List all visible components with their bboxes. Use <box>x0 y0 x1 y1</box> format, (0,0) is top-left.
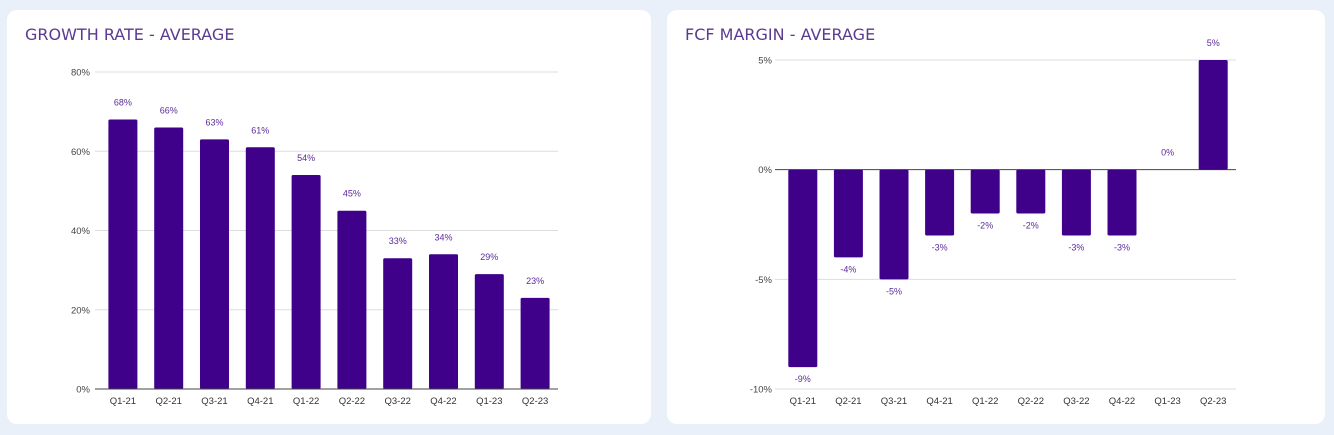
y-tick-label: -10% <box>750 385 773 396</box>
bar-q4-22 <box>429 254 458 389</box>
growth-rate-title: GROWTH RATE - AVERAGE <box>25 25 235 44</box>
data-label: 63% <box>205 117 223 127</box>
x-tick-label: Q4-22 <box>1109 396 1135 407</box>
y-tick-label: 0% <box>758 165 772 176</box>
data-label: 45% <box>343 189 361 199</box>
data-label: 23% <box>526 276 544 286</box>
data-label: 54% <box>297 153 315 163</box>
fcf-margin-title: FCF MARGIN - AVERAGE <box>685 25 876 44</box>
data-label: -3% <box>1068 242 1084 252</box>
data-label: 29% <box>480 252 498 262</box>
data-label: 0% <box>1161 148 1174 158</box>
data-label: -4% <box>840 264 856 274</box>
y-tick-label: -5% <box>755 275 772 286</box>
bar-q3-22 <box>1061 169 1091 236</box>
x-tick-label: Q4-21 <box>247 396 273 407</box>
y-tick-label: 5% <box>758 56 772 67</box>
x-tick-label: Q3-21 <box>201 396 227 407</box>
x-tick-label: Q1-22 <box>972 396 998 407</box>
data-label: 33% <box>389 236 407 246</box>
bar-q4-22 <box>1107 169 1137 236</box>
bar-q3-22 <box>383 258 413 389</box>
x-tick-label: Q3-21 <box>881 396 907 407</box>
x-tick-label: Q1-23 <box>476 396 502 407</box>
x-tick-label: Q3-22 <box>1063 396 1089 407</box>
bar-q2-22 <box>1016 169 1046 214</box>
bar-q3-21 <box>200 139 229 389</box>
bar-q2-23 <box>520 297 550 389</box>
x-tick-label: Q2-21 <box>835 396 861 407</box>
bar-q2-22 <box>337 210 367 389</box>
fcf-margin-card: FCF MARGIN - AVERAGE -10% -5% 0% 5% -9% Q1-21… <box>667 10 1325 424</box>
x-tick-label: Q2-22 <box>1018 396 1044 407</box>
x-tick-label: Q2-22 <box>339 396 365 407</box>
y-tick-label: 0% <box>76 385 90 396</box>
growth-rate-card: GROWTH RATE - AVERAGE 0% 20% 40% 60% 80% 68% Q… <box>7 10 651 424</box>
x-tick-label: Q1-22 <box>293 396 319 407</box>
bar-q2-21 <box>154 127 184 389</box>
data-label: -3% <box>932 242 948 252</box>
fcf-margin-chart: -10% -5% 0% 5% -9% Q1-21 -4% Q2-21 -5% Q3-21 -3% Q4… <box>750 38 1236 407</box>
y-tick-label: 60% <box>71 147 91 158</box>
bar-q2-21 <box>833 169 863 258</box>
y-tick-label: 80% <box>71 68 91 79</box>
bar-q1-22 <box>970 169 1000 214</box>
x-tick-label: Q4-21 <box>926 396 952 407</box>
x-tick-label: Q1-21 <box>110 396 136 407</box>
data-label: 34% <box>434 232 452 242</box>
bar-q1-23 <box>474 274 504 389</box>
bar-q2-23 <box>1198 60 1228 170</box>
bar-q1-21 <box>788 169 818 368</box>
bar-q1-22 <box>291 175 321 389</box>
bar-q4-21 <box>245 147 275 389</box>
bar-q3-21 <box>879 169 909 280</box>
bar-q1-21 <box>108 119 138 390</box>
x-tick-label: Q4-22 <box>430 396 456 407</box>
data-label: 68% <box>114 98 132 108</box>
data-label: 61% <box>251 125 269 135</box>
x-tick-label: Q2-21 <box>155 396 181 407</box>
data-label: 66% <box>160 105 178 115</box>
x-tick-label: Q2-23 <box>522 396 548 407</box>
data-label: -5% <box>886 286 902 296</box>
data-label: -9% <box>795 374 811 384</box>
data-label: -3% <box>1114 242 1130 252</box>
bar-q4-21 <box>925 169 955 236</box>
x-tick-label: Q1-23 <box>1154 396 1180 407</box>
x-tick-label: Q1-21 <box>790 396 816 407</box>
growth-rate-chart: 0% 20% 40% 60% 80% 68% Q1-21 66% Q2-21 63% Q3-21 61… <box>71 68 558 407</box>
data-label: -2% <box>977 221 993 231</box>
x-tick-label: Q3-22 <box>384 396 410 407</box>
data-label: -2% <box>1023 221 1039 231</box>
data-label: 5% <box>1207 38 1220 48</box>
x-tick-label: Q2-23 <box>1200 396 1226 407</box>
y-tick-label: 20% <box>71 305 91 316</box>
y-tick-label: 40% <box>71 226 91 237</box>
